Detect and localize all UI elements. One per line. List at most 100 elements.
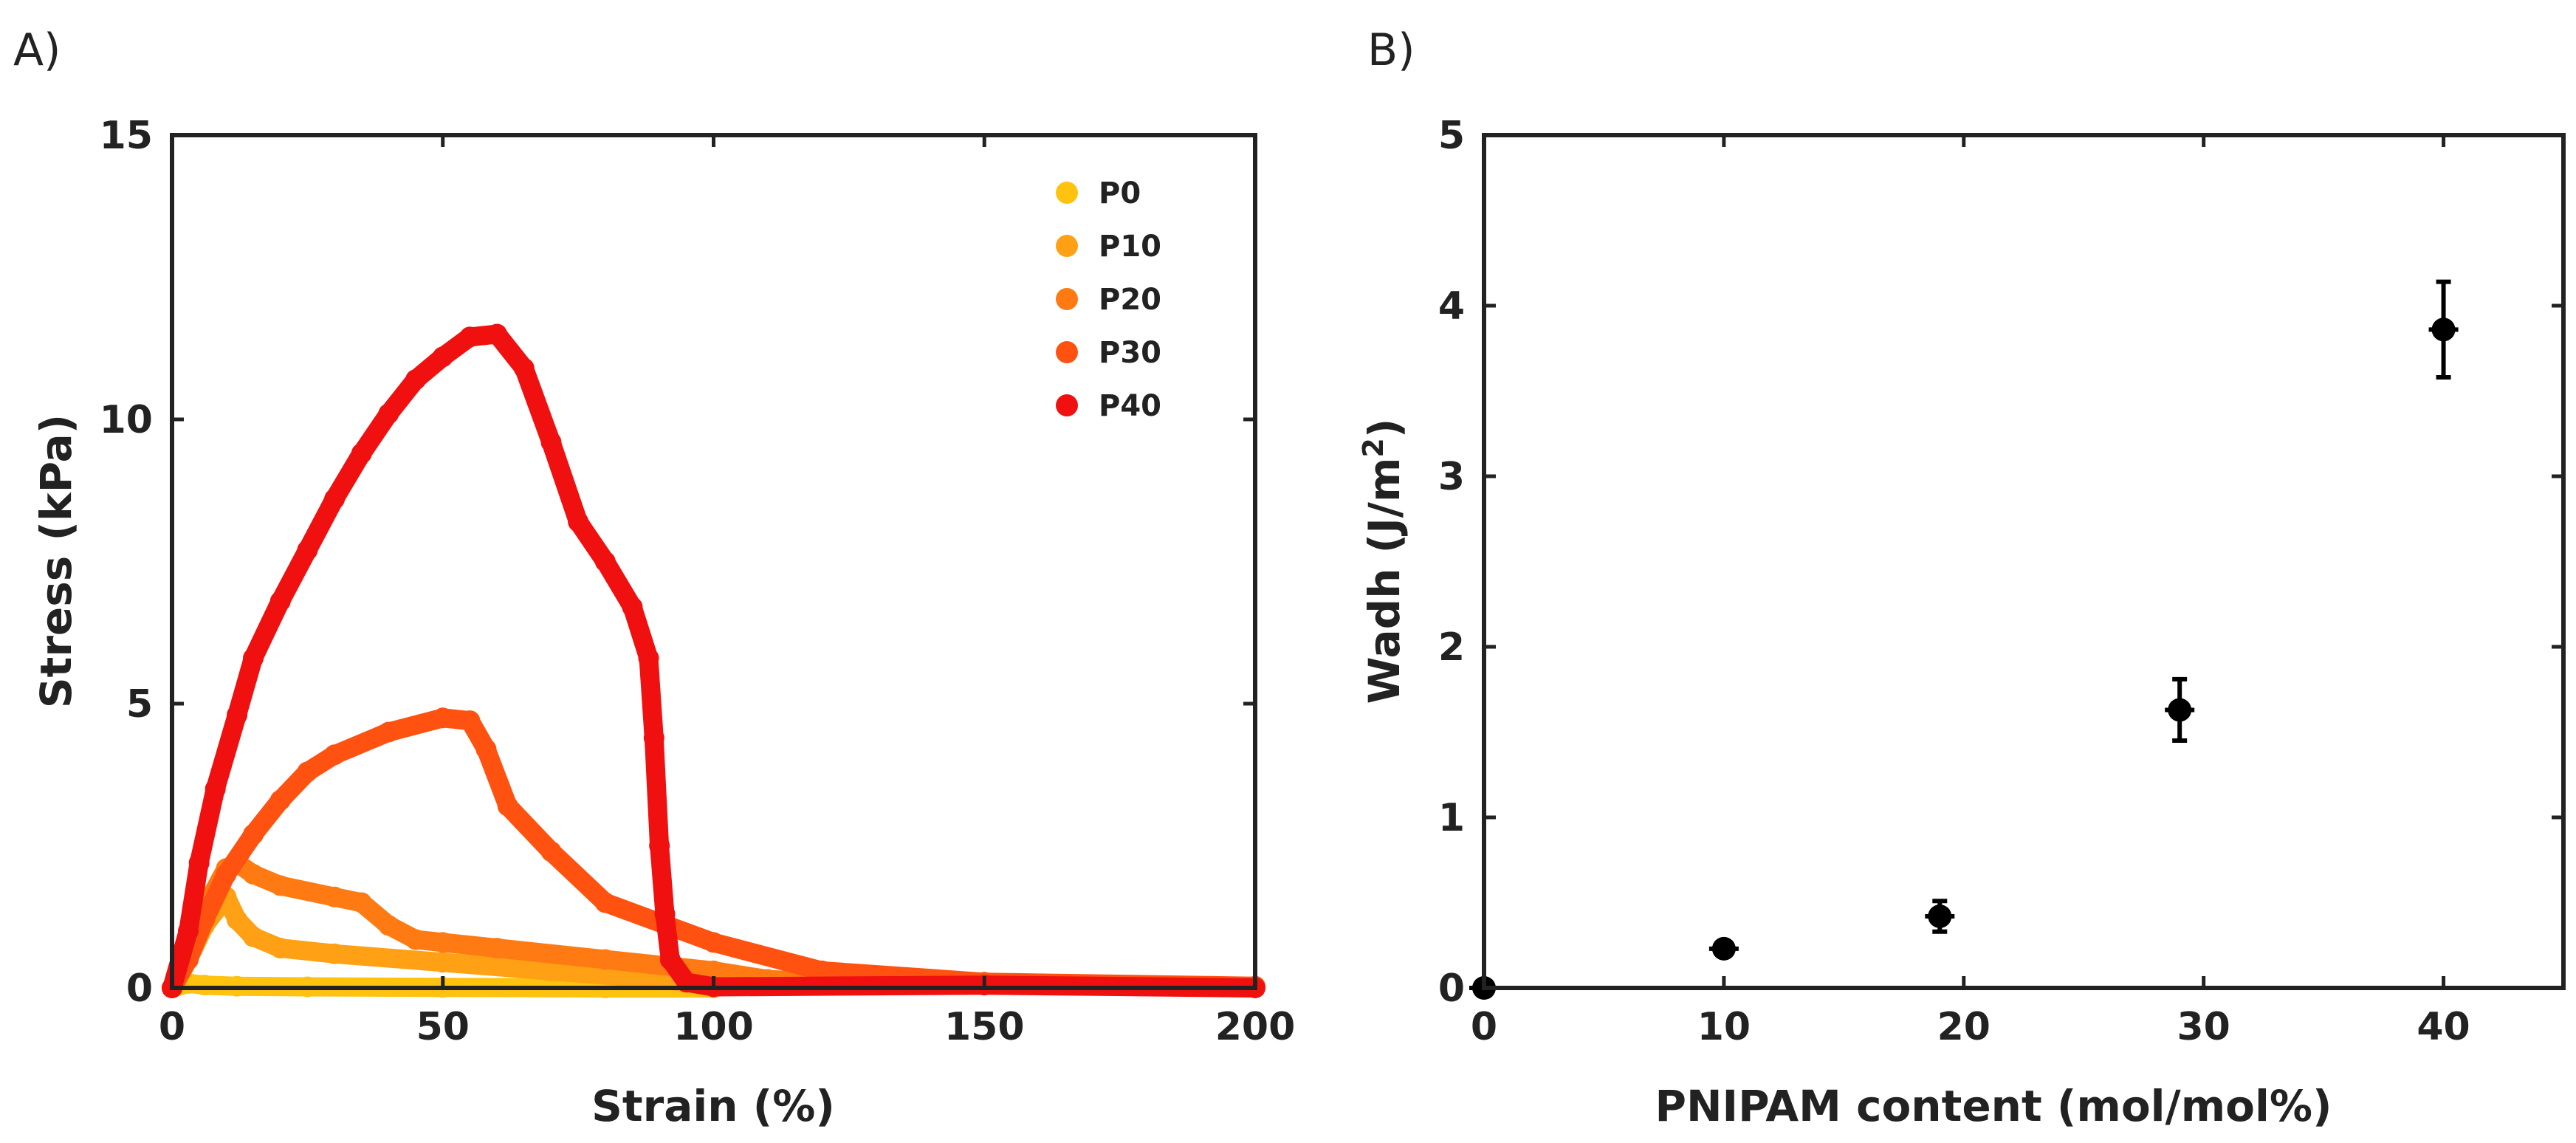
- data-point: [459, 326, 481, 348]
- series-p40: [162, 323, 1265, 998]
- data-point: [432, 707, 453, 729]
- legend-entry-p10: P10: [1056, 230, 1161, 264]
- data-point: [351, 892, 372, 913]
- x-tick-label: 10: [1697, 1005, 1751, 1049]
- data-point: [188, 852, 210, 873]
- data-point: [654, 903, 676, 924]
- panel-b: B) 0 10 20 30 40 0 1 2 3 4 5 PNIPAM content (mol/m…: [1357, 24, 2566, 1131]
- panel-b-y-axis-unit-suffix: ): [1359, 419, 1409, 439]
- legend-marker: [1056, 182, 1078, 204]
- y-tick-label: 5: [126, 682, 153, 727]
- x-tick-label: 0: [1471, 1005, 1497, 1049]
- data-point: [432, 932, 453, 953]
- data-point: [649, 835, 670, 857]
- panel-b-marks: [1469, 279, 2459, 1000]
- panel-a-x-axis-label: Strain (%): [591, 1081, 835, 1131]
- data-point: [227, 704, 248, 726]
- legend-label: P0: [1099, 176, 1141, 210]
- data-point-group: [2428, 279, 2459, 380]
- panel-a-ticks: 0 50 100 150 200 0 5 10 15: [100, 114, 1296, 1049]
- data-point: [243, 648, 264, 669]
- y-tick-label: 1: [1438, 796, 1465, 840]
- data-point: [703, 932, 724, 953]
- data-point: [703, 960, 724, 981]
- panel-a: A) 0 50 100 150 200 0 5 10 15 P0 P10 P20 P30 P40 Str…: [13, 24, 1295, 1131]
- data-point: [324, 886, 346, 907]
- data-point: [540, 431, 562, 453]
- data-point: [405, 369, 427, 391]
- data-point: [513, 357, 535, 379]
- data-point: [205, 778, 226, 800]
- data-point: [243, 864, 264, 885]
- data-point: [540, 841, 562, 862]
- x-tick-label: 30: [2177, 1005, 2230, 1049]
- y-tick-label: 2: [1438, 625, 1465, 670]
- y-tick-label: 0: [1438, 967, 1465, 1011]
- panel-b-ticks: 0 10 20 30 40 0 1 2 3 4 5: [1438, 114, 2563, 1049]
- y-tick-label: 5: [1438, 114, 1465, 158]
- data-point: [216, 864, 237, 885]
- panel-b-y-axis-unit-sup: 2: [1357, 438, 1390, 457]
- data-point: [227, 909, 248, 930]
- legend-entry-p40: P40: [1056, 389, 1161, 423]
- data-point: [432, 346, 453, 368]
- data-point: [2168, 698, 2192, 722]
- data-point: [351, 443, 372, 464]
- panel-b-y-axis-label: Wadh (J/m2): [1357, 419, 1409, 704]
- panel-b-y-axis-unit-prefix: (J/m: [1359, 458, 1409, 554]
- data-point: [178, 921, 199, 941]
- x-tick-label: 50: [416, 1005, 470, 1049]
- panel-a-axes-box: [170, 133, 1257, 990]
- data-point: [194, 975, 216, 996]
- legend-marker: [1056, 235, 1078, 257]
- data-point: [269, 591, 291, 612]
- data-point: [2431, 318, 2456, 342]
- data-point: [269, 938, 291, 959]
- data-point: [269, 789, 291, 811]
- panel-b-x-axis-label: PNIPAM content (mol/mol%): [1655, 1081, 2332, 1131]
- data-point: [568, 511, 589, 532]
- legend-marker: [1056, 341, 1078, 363]
- legend-entry-p30: P30: [1056, 336, 1161, 370]
- data-point: [487, 323, 508, 345]
- data-point: [243, 824, 264, 845]
- data-point: [594, 551, 616, 572]
- data-point-group: [1925, 899, 1955, 934]
- panel-b-axes-box: [1482, 133, 2566, 990]
- data-point: [378, 915, 399, 936]
- x-tick-label: 40: [2417, 1005, 2470, 1049]
- legend-entry-p0: P0: [1056, 176, 1141, 210]
- data-point: [497, 795, 518, 817]
- data-point: [659, 949, 681, 970]
- x-tick-label: 20: [1937, 1005, 1991, 1049]
- legend-marker: [1056, 288, 1078, 310]
- data-point: [324, 943, 346, 964]
- x-tick-label: 150: [944, 1005, 1025, 1049]
- data-point: [811, 960, 833, 981]
- y-tick-label: 10: [100, 398, 153, 442]
- data-point: [324, 488, 346, 509]
- data-point: [297, 540, 318, 561]
- panel-a-legend: P0 P10 P20 P30 P40: [1056, 176, 1161, 423]
- data-point: [1711, 936, 1736, 961]
- x-tick-label: 200: [1215, 1005, 1296, 1049]
- data-point: [297, 761, 318, 783]
- data-point: [594, 892, 616, 913]
- panel-b-label: B): [1367, 24, 1415, 76]
- data-point: [622, 597, 643, 618]
- data-point: [638, 648, 659, 669]
- panel-a-y-axis-label: Stress (kPa): [31, 414, 81, 708]
- legend-label: P30: [1099, 336, 1161, 370]
- data-point: [432, 952, 453, 973]
- data-point: [1928, 904, 1952, 928]
- data-point: [324, 744, 346, 766]
- panel-a-label: A): [13, 24, 61, 76]
- y-tick-label: 0: [126, 967, 153, 1011]
- data-point: [378, 403, 399, 425]
- panel-b-y-axis-gap: [1359, 553, 1409, 568]
- legend-label: P40: [1099, 389, 1161, 423]
- panel-a-marks: [162, 323, 1265, 998]
- x-tick-label: 0: [159, 1005, 185, 1049]
- legend-marker: [1056, 394, 1078, 416]
